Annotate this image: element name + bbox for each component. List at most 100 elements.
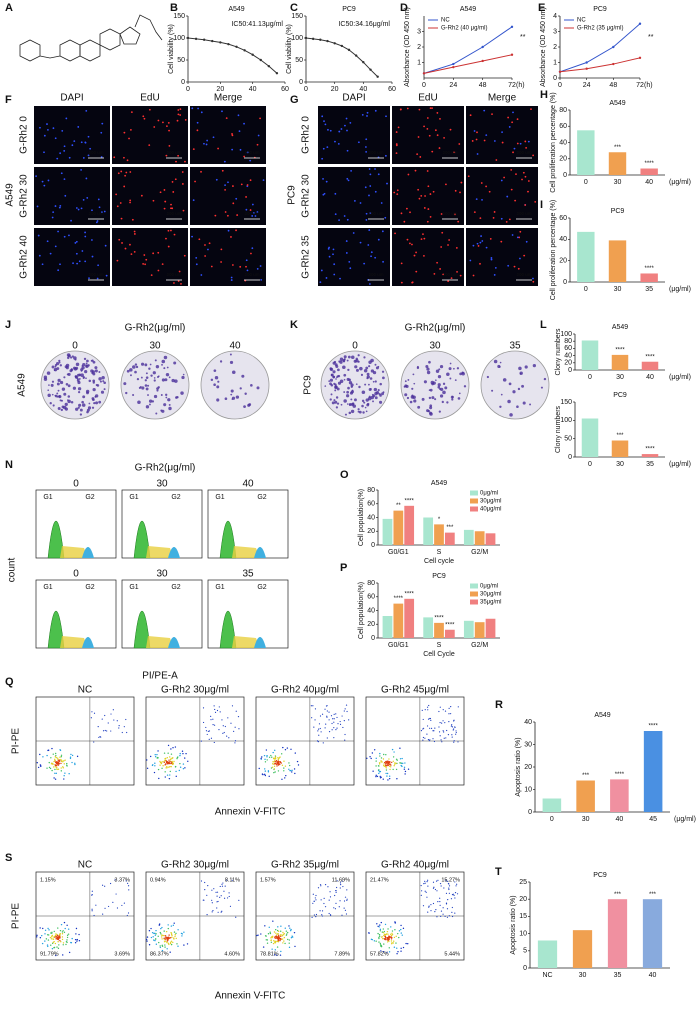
event [266,756,268,758]
culture-plate [120,350,190,420]
event [149,755,152,758]
nucleus [80,141,83,144]
event [126,731,128,734]
event [442,907,444,909]
colony [161,378,165,382]
event [424,709,426,711]
colony [163,367,166,370]
event [60,941,62,943]
nucleus [104,244,107,247]
colony [442,382,446,386]
event [272,920,274,922]
nucleus [374,190,377,193]
plot-title: G-Rh2 30μg/ml [161,860,229,871]
event [277,930,280,933]
nucleus [130,111,133,114]
nucleus [395,131,398,133]
panel-letter: C [290,2,298,14]
event [55,765,58,767]
nucleus [52,127,55,130]
nucleus [181,183,184,185]
significance: **** [445,622,455,628]
colony [328,380,331,383]
event [392,768,394,771]
nucleus [230,236,232,238]
nucleus [226,214,229,217]
colony [421,397,425,401]
event [76,940,78,942]
row-label: G-Rh2 30 [19,174,30,218]
colony [70,368,74,372]
event [288,768,290,771]
nucleus [429,193,432,195]
event [204,889,206,891]
event [62,761,64,763]
event [237,716,240,718]
nucleus [485,246,488,249]
nucleus [101,211,103,214]
significance: *** [616,433,624,439]
event [429,727,431,729]
colony [210,378,214,382]
x-tick-label: 40 [615,816,623,823]
colony [90,359,93,362]
colony [214,375,219,380]
nucleus [333,273,336,276]
event [276,763,278,766]
event [396,953,398,955]
colony [437,385,441,389]
event [169,937,172,939]
nucleus [471,140,474,142]
s-phase [146,546,174,558]
event [400,947,402,949]
event [238,728,240,730]
nucleus [167,245,170,248]
event [339,900,341,902]
x-tick-label: G0/G1 [388,642,409,649]
event [386,772,389,775]
plot-title: G-Rh2 40μg/ml [271,685,339,696]
colony [171,378,175,383]
x-tick-label: 35 [645,286,653,293]
event [428,906,430,908]
panel-letter: T [495,866,502,878]
event [288,946,291,949]
event [167,937,169,939]
event [174,765,177,768]
nucleus [162,121,164,124]
nucleus [39,126,41,129]
event [380,760,382,762]
bar [423,617,434,638]
y-tick-label: 60 [564,345,572,352]
colony [168,376,171,379]
event [112,709,114,711]
y-tick-label: 40 [367,514,375,521]
nucleus [501,141,504,144]
bar [393,603,404,638]
nucleus [95,221,98,224]
event [454,897,456,899]
nucleus [415,251,417,254]
event [257,934,259,936]
event [393,765,395,767]
event [448,713,450,715]
data-point [259,58,262,62]
nucleus [328,246,331,249]
dose-label: 30 [156,479,168,490]
x-tick-label: 40 [649,972,657,979]
y-tick-label: 40 [559,139,567,146]
data-line [559,23,641,73]
event [384,933,387,936]
event [400,932,402,934]
event [429,739,431,741]
event [324,906,327,908]
event [386,933,388,935]
quadrant-percent: 5.44% [444,951,460,957]
data-line [305,37,379,78]
row-label: G-Rh2 35 [301,235,312,279]
colony [71,355,74,358]
event [217,911,219,913]
event [402,762,404,765]
event [387,779,389,781]
y-tick-label: 20 [559,156,567,163]
